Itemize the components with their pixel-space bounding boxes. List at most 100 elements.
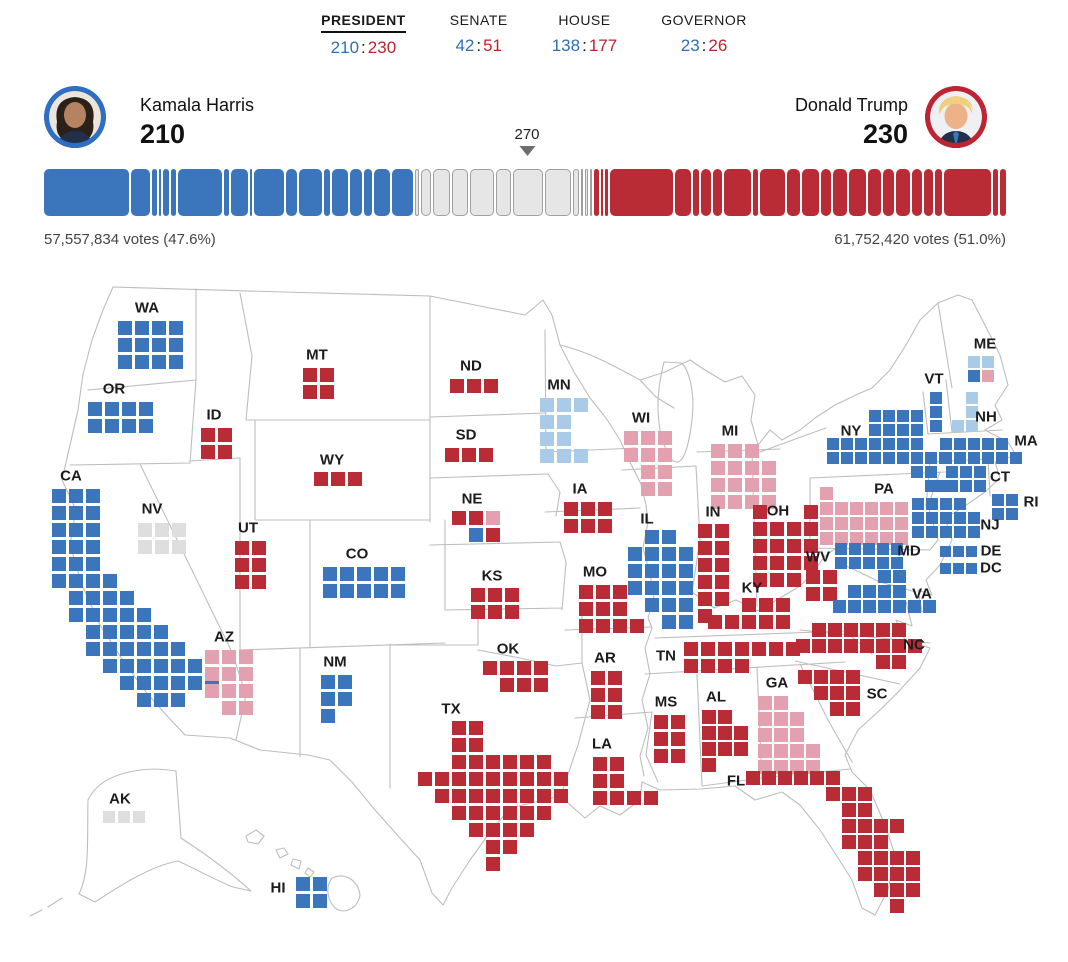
ev-square-MD[interactable] bbox=[877, 543, 889, 555]
ev-square-KY[interactable] bbox=[759, 615, 773, 629]
ev-square-AR[interactable] bbox=[608, 705, 622, 719]
ev-square-NM[interactable] bbox=[321, 709, 335, 723]
ev-square-NC[interactable] bbox=[860, 623, 874, 637]
ev-square-AR[interactable] bbox=[591, 705, 605, 719]
ev-square-UT[interactable] bbox=[252, 541, 266, 555]
ev-square-VA[interactable] bbox=[878, 570, 891, 583]
ev-square-WA[interactable] bbox=[152, 338, 166, 352]
ev-square-CA[interactable] bbox=[137, 676, 151, 690]
ev-square-PA[interactable] bbox=[850, 532, 863, 545]
ev-square-CO[interactable] bbox=[374, 584, 388, 598]
ev-square-CO[interactable] bbox=[391, 567, 405, 581]
ev-square-ME[interactable] bbox=[968, 356, 980, 368]
ev-square-NV[interactable] bbox=[155, 523, 169, 537]
ev-square-KY[interactable] bbox=[759, 598, 773, 612]
ev-square-CA[interactable] bbox=[86, 523, 100, 537]
ev-square-FL[interactable] bbox=[906, 851, 920, 865]
ev-square-FL[interactable] bbox=[858, 835, 872, 849]
ev-square-MI[interactable] bbox=[711, 495, 725, 509]
ev-square-CO[interactable] bbox=[323, 567, 337, 581]
ev-square-NJ[interactable] bbox=[968, 526, 980, 538]
ev-square-CA[interactable] bbox=[69, 557, 83, 571]
ev-square-WV[interactable] bbox=[806, 570, 820, 584]
ev-square-FL[interactable] bbox=[842, 787, 856, 801]
ev-square-OH[interactable] bbox=[787, 522, 801, 536]
ev-square-CA[interactable] bbox=[86, 540, 100, 554]
ev-square-MA[interactable] bbox=[996, 438, 1008, 450]
ev-square-MN[interactable] bbox=[557, 398, 571, 412]
ev-square-OR[interactable] bbox=[88, 402, 102, 416]
ev-square-AL[interactable] bbox=[718, 742, 732, 756]
ev-square-FL[interactable] bbox=[778, 771, 792, 785]
ev-square-CA[interactable] bbox=[69, 574, 83, 588]
ev-square-MO[interactable] bbox=[613, 585, 627, 599]
bar-segment[interactable] bbox=[604, 169, 609, 216]
ev-square-TX[interactable] bbox=[486, 823, 500, 837]
ev-square-MO[interactable] bbox=[613, 602, 627, 616]
ev-square-WA[interactable] bbox=[152, 321, 166, 335]
ev-square-CT[interactable] bbox=[932, 480, 944, 492]
ev-square-OH[interactable] bbox=[787, 556, 801, 570]
ev-square-IL[interactable] bbox=[662, 564, 676, 578]
ev-square-NV[interactable] bbox=[138, 523, 152, 537]
ev-square-TX[interactable] bbox=[486, 772, 500, 786]
bar-segment[interactable] bbox=[753, 169, 758, 216]
bar-segment[interactable] bbox=[943, 169, 991, 216]
ev-square-TN[interactable] bbox=[701, 642, 715, 656]
ev-square-OH[interactable] bbox=[787, 573, 801, 587]
ev-square-PA[interactable] bbox=[820, 517, 833, 530]
ev-square-IA[interactable] bbox=[581, 502, 595, 516]
ev-square-IL[interactable] bbox=[645, 564, 659, 578]
ev-square-PA[interactable] bbox=[895, 517, 908, 530]
ev-square-OH[interactable] bbox=[770, 522, 784, 536]
ev-square-KS[interactable] bbox=[488, 588, 502, 602]
ev-square-OR[interactable] bbox=[105, 419, 119, 433]
bar-segment[interactable] bbox=[374, 169, 391, 216]
ev-square-NY[interactable] bbox=[869, 452, 881, 464]
bar-segment[interactable] bbox=[163, 169, 170, 216]
ev-square-OH[interactable] bbox=[804, 522, 818, 536]
ev-square-IA[interactable] bbox=[598, 519, 612, 533]
ev-square-ND[interactable] bbox=[467, 379, 481, 393]
ev-square-CA[interactable] bbox=[137, 642, 151, 656]
bar-segment[interactable] bbox=[590, 169, 593, 216]
ev-square-MA[interactable] bbox=[968, 438, 980, 450]
bar-segment[interactable] bbox=[992, 169, 998, 216]
ev-square-MS[interactable] bbox=[671, 749, 685, 763]
ev-square-NY[interactable] bbox=[883, 410, 895, 422]
bar-segment[interactable] bbox=[299, 169, 322, 216]
ev-square-WY[interactable] bbox=[348, 472, 362, 486]
ev-square-IL[interactable] bbox=[679, 615, 693, 629]
ev-square-AZ[interactable] bbox=[239, 701, 253, 715]
bar-segment[interactable] bbox=[469, 169, 494, 216]
ev-square-CA[interactable] bbox=[69, 489, 83, 503]
ev-square-CA[interactable] bbox=[120, 625, 134, 639]
ev-square-SC[interactable] bbox=[846, 702, 860, 716]
ev-square-NY[interactable] bbox=[883, 438, 895, 450]
ev-square-IL[interactable] bbox=[645, 547, 659, 561]
ev-square-LA[interactable] bbox=[610, 774, 624, 788]
ev-square-CA[interactable] bbox=[69, 506, 83, 520]
ev-square-AL[interactable] bbox=[718, 726, 732, 740]
ev-square-LA[interactable] bbox=[593, 774, 607, 788]
ev-square-GA[interactable] bbox=[790, 744, 804, 758]
bar-segment[interactable] bbox=[171, 169, 177, 216]
ev-square-SC[interactable] bbox=[846, 670, 860, 684]
ev-square-NH[interactable] bbox=[952, 420, 964, 432]
ev-square-TX[interactable] bbox=[554, 789, 568, 803]
ev-square-GA[interactable] bbox=[758, 696, 772, 710]
nav-tab-house[interactable]: HOUSE 138:177 bbox=[552, 12, 617, 58]
ev-square-FL[interactable] bbox=[810, 771, 824, 785]
ev-square-DE[interactable] bbox=[940, 546, 951, 557]
ev-square-AZ[interactable] bbox=[205, 650, 219, 664]
ev-square-AL[interactable] bbox=[702, 710, 716, 724]
ev-square-WA[interactable] bbox=[118, 321, 132, 335]
ev-square-MA[interactable] bbox=[968, 452, 980, 464]
ev-square-IL[interactable] bbox=[645, 581, 659, 595]
ev-square-NV[interactable] bbox=[138, 540, 152, 554]
bar-segment[interactable] bbox=[935, 169, 942, 216]
ev-square-TX[interactable] bbox=[503, 789, 517, 803]
ev-square-PA[interactable] bbox=[895, 502, 908, 515]
ev-square-MD[interactable] bbox=[849, 543, 861, 555]
ev-square-IN[interactable] bbox=[698, 558, 712, 572]
